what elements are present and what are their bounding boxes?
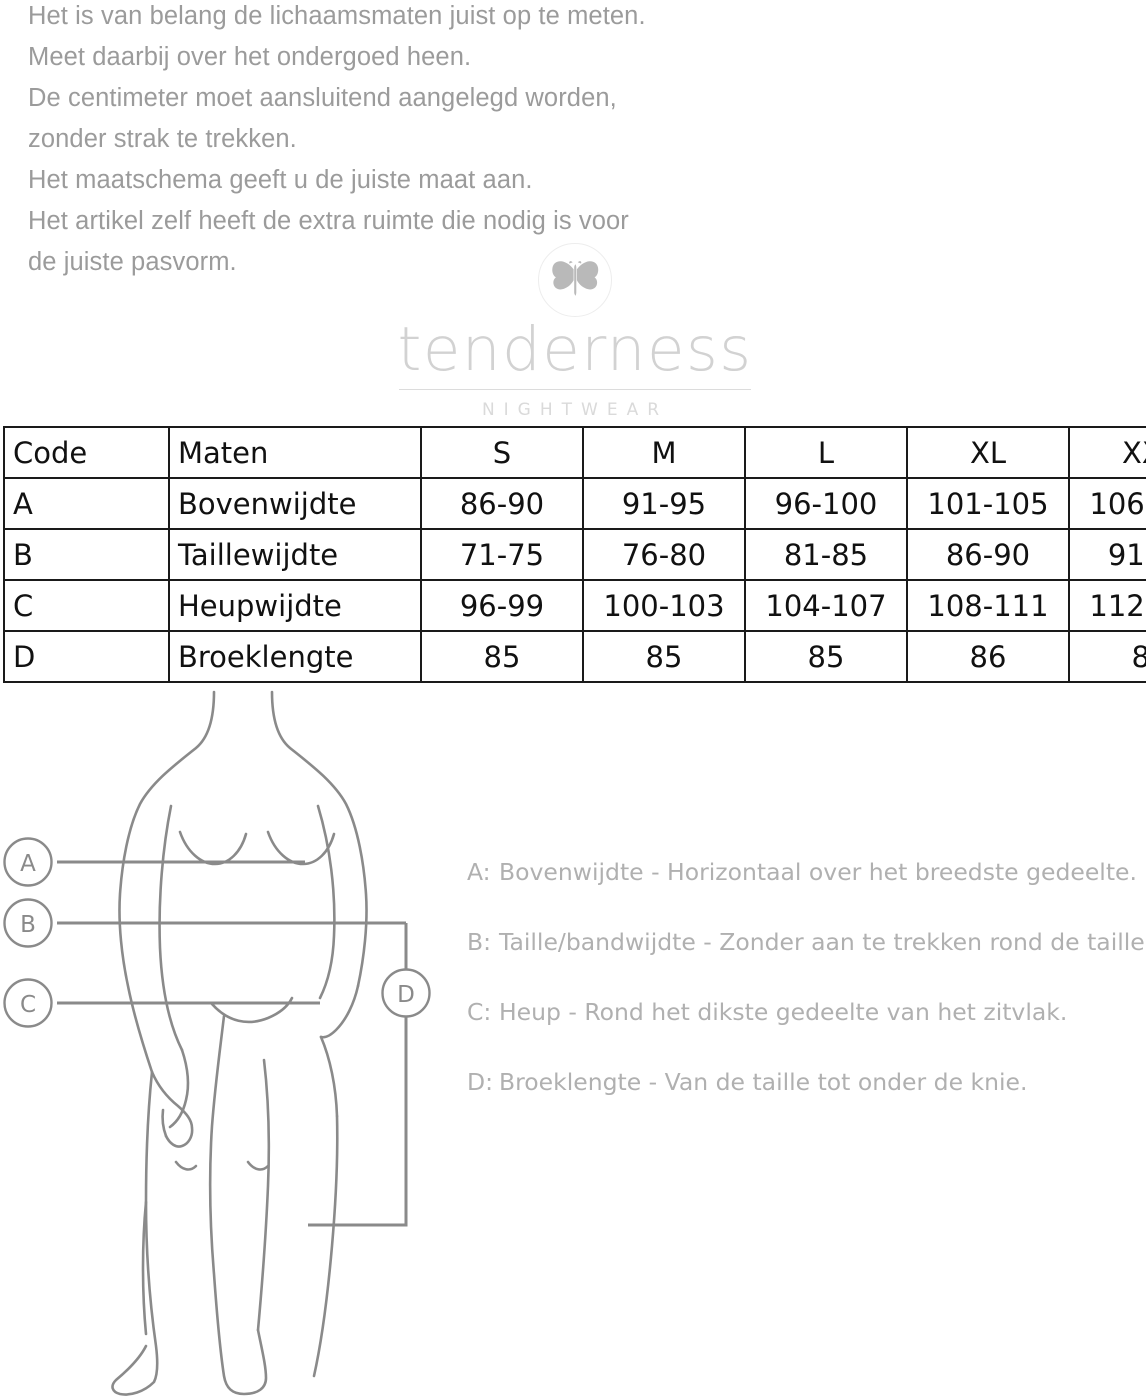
cell-l: 81-85 bbox=[744, 528, 908, 581]
header-code: Code bbox=[3, 426, 170, 479]
butterfly-badge bbox=[538, 243, 612, 317]
legend-text-a: Bovenwijdte - Horizontaal over het breed… bbox=[499, 858, 1137, 886]
row-maten: Broeklengte bbox=[168, 630, 422, 683]
cell-s: 71-75 bbox=[420, 528, 584, 581]
marker-label-c: C bbox=[20, 992, 36, 1018]
row-code: C bbox=[3, 579, 170, 632]
measurement-legend: A: Bovenwijdte - Horizontaal over het br… bbox=[467, 858, 1146, 1138]
cell-xl: 86 bbox=[906, 630, 1070, 683]
cell-xl: 101-105 bbox=[906, 477, 1070, 530]
cell-xxl: 106-110 bbox=[1068, 477, 1146, 530]
intro-line-4: zonder strak te trekken. bbox=[28, 125, 297, 153]
body-measurement-diagram: A B C D bbox=[0, 686, 470, 1400]
header-maten: Maten bbox=[168, 426, 422, 479]
table-row: B Taillewijdte 71-75 76-80 81-85 86-90 9… bbox=[3, 528, 1146, 581]
butterfly-ring bbox=[538, 243, 612, 317]
legend-text-d: Broeklengte - Van de taille tot onder de… bbox=[499, 1068, 1028, 1096]
table-header-row: Code Maten S M L XL XXL bbox=[3, 426, 1146, 479]
intro-paragraph: Het is van belang de lichaamsmaten juist… bbox=[28, 0, 848, 283]
legend-text-c: Heup - Rond het dikste gedeelte van het … bbox=[499, 998, 1068, 1026]
marker-circle-a bbox=[3, 837, 53, 887]
brand-divider bbox=[399, 389, 751, 390]
cell-xl: 86-90 bbox=[906, 528, 1070, 581]
marker-circle-d bbox=[381, 968, 431, 1018]
legend-item-d: D: Broeklengte - Van de taille tot onder… bbox=[467, 1068, 1146, 1138]
legend-item-b: B: Taille/bandwijdte - Zonder aan te tre… bbox=[467, 928, 1146, 998]
header-size-s: S bbox=[420, 426, 584, 479]
cell-m: 100-103 bbox=[582, 579, 746, 632]
header-size-l: L bbox=[744, 426, 908, 479]
intro-line-2: Meet daarbij over het ondergoed heen. bbox=[28, 43, 472, 71]
brand-tagline: NIGHTWEAR bbox=[481, 400, 669, 420]
cell-m: 85 bbox=[582, 630, 746, 683]
intro-line-3: De centimeter moet aansluitend aangelegd… bbox=[28, 84, 617, 112]
intro-line-1: Het is van belang de lichaamsmaten juist… bbox=[28, 2, 646, 30]
header-size-xl: XL bbox=[906, 426, 1070, 479]
intro-line-5: Het maatschema geeft u de juiste maat aa… bbox=[28, 166, 533, 194]
cell-l: 96-100 bbox=[744, 477, 908, 530]
cell-xl: 108-111 bbox=[906, 579, 1070, 632]
legend-key-a: A: bbox=[467, 858, 491, 886]
cell-s: 85 bbox=[420, 630, 584, 683]
cell-m: 91-95 bbox=[582, 477, 746, 530]
marker-label-a: A bbox=[20, 851, 36, 877]
size-table: Code Maten S M L XL XXL A Bovenwijdte 86… bbox=[3, 426, 1146, 683]
intro-line-6: Het artikel zelf heeft de extra ruimte d… bbox=[28, 207, 629, 235]
row-code: A bbox=[3, 477, 170, 530]
legend-key-d: D: bbox=[467, 1068, 494, 1096]
legend-text-b: Taille/bandwijdte - Zonder aan te trekke… bbox=[499, 928, 1146, 956]
legend-item-a: A: Bovenwijdte - Horizontaal over het br… bbox=[467, 858, 1146, 928]
size-table-container: Code Maten S M L XL XXL A Bovenwijdte 86… bbox=[3, 426, 1146, 683]
row-code: D bbox=[3, 630, 170, 683]
brand-name: tenderness bbox=[397, 314, 753, 385]
butterfly-icon bbox=[538, 243, 612, 317]
cell-s: 86-90 bbox=[420, 477, 584, 530]
header-size-xxl: XXL bbox=[1068, 426, 1146, 479]
cell-l: 104-107 bbox=[744, 579, 908, 632]
table-row: C Heupwijdte 96-99 100-103 104-107 108-1… bbox=[3, 579, 1146, 632]
legend-key-c: C: bbox=[467, 998, 492, 1026]
cell-s: 96-99 bbox=[420, 579, 584, 632]
intro-line-7: de juiste pasvorm. bbox=[28, 248, 237, 276]
legend-item-c: C: Heup - Rond het dikste gedeelte van h… bbox=[467, 998, 1146, 1068]
legend-key-b: B: bbox=[467, 928, 492, 956]
cell-m: 76-80 bbox=[582, 528, 746, 581]
cell-xxl: 91-95 bbox=[1068, 528, 1146, 581]
marker-label-b: B bbox=[20, 912, 36, 938]
marker-label-d: D bbox=[397, 982, 415, 1008]
cell-l: 85 bbox=[744, 630, 908, 683]
row-maten: Taillewijdte bbox=[168, 528, 422, 581]
table-row: D Broeklengte 85 85 85 86 86 bbox=[3, 630, 1146, 683]
header-size-m: M bbox=[582, 426, 746, 479]
row-maten: Heupwijdte bbox=[168, 579, 422, 632]
row-code: B bbox=[3, 528, 170, 581]
cell-xxl: 112-115 bbox=[1068, 579, 1146, 632]
table-row: A Bovenwijdte 86-90 91-95 96-100 101-105… bbox=[3, 477, 1146, 530]
brand-logo: tenderness NIGHTWEAR bbox=[370, 243, 780, 420]
marker-circle-c bbox=[3, 978, 53, 1028]
marker-circle-b bbox=[3, 898, 53, 948]
row-maten: Bovenwijdte bbox=[168, 477, 422, 530]
cell-xxl: 86 bbox=[1068, 630, 1146, 683]
